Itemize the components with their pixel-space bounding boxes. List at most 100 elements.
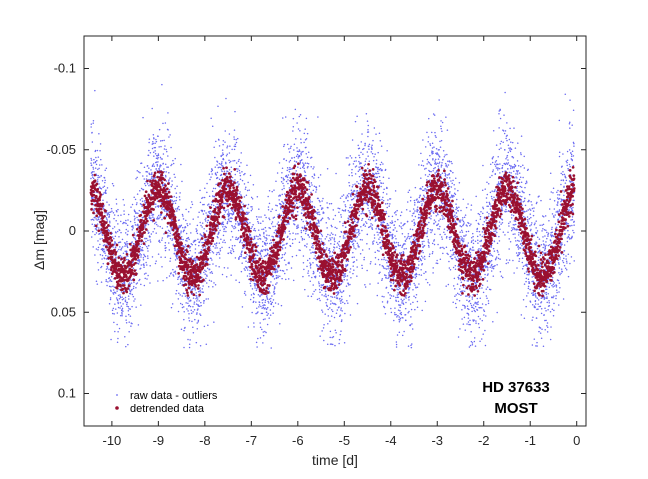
data-point — [129, 308, 131, 310]
data-point — [200, 291, 202, 293]
data-point — [116, 290, 118, 292]
data-point — [352, 184, 354, 186]
data-point — [334, 247, 336, 249]
data-point — [97, 249, 99, 251]
data-point — [372, 229, 374, 231]
data-point — [257, 338, 259, 340]
data-point — [142, 250, 144, 252]
data-point — [313, 190, 315, 192]
data-point — [386, 188, 388, 190]
data-point — [346, 285, 348, 287]
data-point — [128, 295, 130, 297]
data-point — [238, 257, 240, 259]
data-point — [352, 252, 354, 254]
data-point — [165, 250, 167, 252]
data-point — [430, 215, 432, 217]
data-point — [170, 272, 172, 274]
data-point — [211, 173, 213, 175]
data-point — [180, 303, 182, 305]
data-point — [367, 129, 369, 131]
data-point — [153, 218, 155, 220]
data-point — [318, 283, 320, 285]
data-point — [319, 300, 321, 302]
data-point — [319, 289, 321, 291]
data-point — [347, 200, 349, 202]
data-point — [353, 243, 355, 245]
data-point — [321, 240, 323, 242]
data-point — [188, 211, 190, 213]
data-point — [127, 234, 129, 236]
data-point — [227, 171, 229, 173]
data-point — [388, 227, 390, 229]
data-point — [286, 269, 288, 271]
data-point — [328, 240, 330, 242]
data-point — [132, 225, 134, 227]
data-point — [353, 245, 355, 247]
data-point — [344, 303, 346, 305]
data-point — [101, 281, 103, 283]
data-point — [259, 295, 261, 297]
data-point — [215, 184, 217, 186]
data-point — [290, 168, 292, 170]
data-point — [198, 211, 200, 213]
data-point — [362, 218, 364, 220]
data-point — [93, 159, 95, 161]
data-point — [254, 285, 256, 287]
data-point — [409, 210, 411, 212]
data-point — [152, 143, 154, 145]
data-point — [421, 255, 423, 257]
data-point — [400, 299, 402, 301]
data-point — [326, 202, 328, 204]
data-point — [359, 147, 361, 149]
data-point — [162, 123, 164, 125]
data-point — [96, 219, 98, 221]
data-point — [228, 253, 230, 255]
data-point — [346, 157, 348, 159]
data-point — [367, 234, 369, 236]
data-point — [401, 314, 403, 316]
data-point — [250, 228, 252, 230]
data-point — [203, 213, 205, 215]
data-point — [106, 266, 108, 268]
data-point — [213, 246, 215, 248]
data-point — [149, 174, 151, 176]
data-point — [351, 175, 353, 177]
data-point — [160, 146, 162, 148]
data-point — [383, 296, 385, 298]
data-point — [345, 209, 347, 211]
data-point — [143, 266, 145, 268]
data-point — [414, 210, 416, 212]
data-point — [168, 242, 170, 244]
data-point — [337, 281, 339, 283]
data-point — [110, 297, 112, 299]
data-point — [283, 188, 285, 190]
data-point — [369, 161, 371, 163]
data-point — [136, 202, 138, 204]
data-point — [394, 312, 396, 314]
data-point — [233, 251, 235, 253]
data-point — [233, 136, 235, 138]
data-point — [196, 229, 198, 231]
data-point — [177, 207, 179, 209]
data-point — [163, 140, 165, 142]
data-point — [176, 185, 178, 187]
data-point — [282, 257, 284, 259]
data-point — [195, 289, 197, 291]
data-point — [272, 208, 274, 210]
data-point — [313, 291, 315, 293]
data-point — [339, 241, 341, 243]
data-point — [247, 207, 249, 209]
data-point — [146, 178, 148, 180]
data-point — [339, 248, 341, 250]
data-point — [385, 259, 387, 261]
data-point — [94, 216, 96, 218]
data-point — [122, 246, 124, 248]
data-point — [365, 161, 367, 163]
data-point — [380, 140, 382, 142]
data-point — [283, 244, 285, 246]
data-point — [238, 237, 240, 239]
data-point — [242, 247, 244, 249]
data-point — [114, 241, 116, 243]
data-point — [301, 230, 303, 232]
data-point — [192, 288, 194, 290]
